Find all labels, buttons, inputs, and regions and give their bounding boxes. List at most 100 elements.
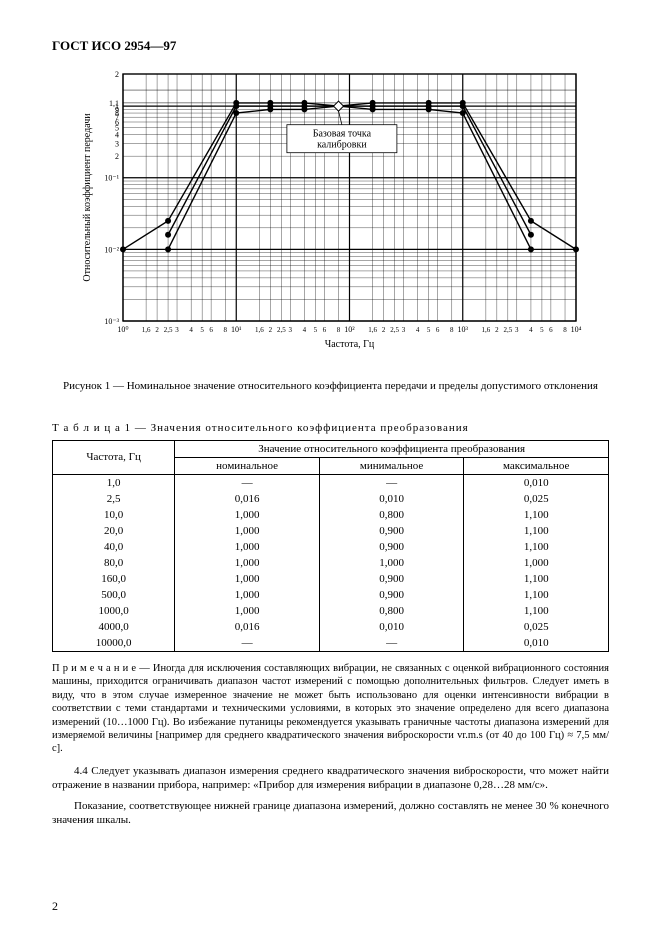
cell-value: 0,010: [319, 619, 464, 635]
note-paragraph: П р и м е ч а н и е — Иногда для исключе…: [52, 662, 609, 756]
cell-value: 0,900: [319, 571, 464, 587]
svg-text:5: 5: [427, 326, 431, 334]
svg-text:3: 3: [402, 326, 406, 334]
paragraph-4-4: 4.4 Следует указывать диапазон измерения…: [52, 764, 609, 793]
svg-text:2: 2: [495, 326, 499, 334]
svg-text:4: 4: [303, 326, 307, 334]
cell-value: 0,010: [464, 635, 609, 652]
svg-text:3: 3: [289, 326, 293, 334]
cell-value: 0,010: [464, 474, 609, 491]
cell-value: 1,000: [464, 555, 609, 571]
cell-value: 0,900: [319, 587, 464, 603]
cell-frequency: 40,0: [53, 539, 175, 555]
svg-text:Базовая точка: Базовая точка: [313, 129, 372, 140]
svg-text:2,5: 2,5: [390, 326, 399, 334]
table-row: 1,0——0,010: [53, 474, 609, 491]
svg-text:4: 4: [416, 326, 420, 334]
svg-text:10⁻¹: 10⁻¹: [104, 174, 119, 183]
cell-value: 0,025: [464, 491, 609, 507]
chart-figure: 21,119876543210⁻¹10⁻²10⁻³10⁰1,622,534568…: [78, 66, 583, 371]
cell-frequency: 2,5: [53, 491, 175, 507]
cell-value: —: [319, 474, 464, 491]
cell-frequency: 160,0: [53, 571, 175, 587]
svg-text:6: 6: [549, 326, 553, 334]
svg-text:8: 8: [450, 326, 454, 334]
cell-frequency: 500,0: [53, 587, 175, 603]
svg-text:5: 5: [540, 326, 544, 334]
svg-text:3: 3: [175, 326, 179, 334]
cell-value: —: [175, 635, 320, 652]
cell-value: 1,000: [175, 523, 320, 539]
svg-text:5: 5: [314, 326, 318, 334]
svg-text:8: 8: [337, 326, 341, 334]
svg-text:3: 3: [515, 326, 519, 334]
figure-caption: Рисунок 1 — Номинальное значение относит…: [52, 379, 609, 394]
th-min: минимальное: [319, 457, 464, 474]
svg-text:5: 5: [200, 326, 204, 334]
chart-svg: 21,119876543210⁻¹10⁻²10⁻³10⁰1,622,534568…: [78, 66, 583, 366]
table-row: 4000,00,0160,0100,025: [53, 619, 609, 635]
th-frequency: Частота, Гц: [53, 440, 175, 474]
cell-value: 1,000: [175, 507, 320, 523]
svg-text:10²: 10²: [344, 325, 355, 334]
th-group: Значение относительного коэффициента пре…: [175, 440, 609, 457]
svg-text:6: 6: [209, 326, 213, 334]
cell-value: 1,100: [464, 523, 609, 539]
svg-text:2,5: 2,5: [164, 326, 173, 334]
svg-text:Относительный коэффициент пере: Относительный коэффициент передачи: [82, 113, 93, 282]
svg-text:2: 2: [155, 326, 159, 334]
cell-value: 1,100: [464, 571, 609, 587]
table-row: 10000,0——0,010: [53, 635, 609, 652]
table-title: Т а б л и ц а 1 — Значения относительног…: [52, 422, 609, 434]
cell-frequency: 80,0: [53, 555, 175, 571]
svg-text:10⁻²: 10⁻²: [104, 245, 119, 254]
cell-value: 0,016: [175, 491, 320, 507]
cell-value: 0,900: [319, 539, 464, 555]
svg-text:2: 2: [269, 326, 273, 334]
svg-text:2,5: 2,5: [503, 326, 512, 334]
cell-value: 1,000: [175, 571, 320, 587]
cell-frequency: 10,0: [53, 507, 175, 523]
cell-frequency: 1,0: [53, 474, 175, 491]
table-row: 10,01,0000,8001,100: [53, 507, 609, 523]
cell-value: 1,000: [175, 603, 320, 619]
svg-text:6: 6: [323, 326, 327, 334]
cell-value: 0,010: [319, 491, 464, 507]
cell-value: 0,800: [319, 603, 464, 619]
cell-value: 1,000: [175, 587, 320, 603]
svg-text:1,6: 1,6: [481, 326, 490, 334]
cell-value: 0,900: [319, 523, 464, 539]
cell-value: 1,000: [175, 555, 320, 571]
svg-text:10⁴: 10⁴: [571, 325, 582, 334]
coefficients-table: Частота, Гц Значение относительного коэф…: [52, 440, 609, 652]
cell-value: 1,000: [319, 555, 464, 571]
doc-header: ГОСТ ИСО 2954—97: [52, 38, 609, 54]
cell-value: —: [175, 474, 320, 491]
table-row: 2,50,0160,0100,025: [53, 491, 609, 507]
cell-frequency: 10000,0: [53, 635, 175, 652]
svg-text:1,6: 1,6: [255, 326, 264, 334]
svg-text:1,6: 1,6: [368, 326, 377, 334]
cell-value: 1,100: [464, 603, 609, 619]
table-row: 500,01,0000,9001,100: [53, 587, 609, 603]
svg-text:8: 8: [563, 326, 567, 334]
svg-text:2,5: 2,5: [277, 326, 286, 334]
table-row: 160,01,0000,9001,100: [53, 571, 609, 587]
cell-frequency: 4000,0: [53, 619, 175, 635]
svg-text:4: 4: [529, 326, 533, 334]
cell-value: 1,100: [464, 507, 609, 523]
cell-value: 1,100: [464, 587, 609, 603]
cell-value: 0,800: [319, 507, 464, 523]
th-nominal: номинальное: [175, 457, 320, 474]
cell-value: —: [319, 635, 464, 652]
table-row: 20,01,0000,9001,100: [53, 523, 609, 539]
table-row: 80,01,0001,0001,000: [53, 555, 609, 571]
table-body: 1,0——0,0102,50,0160,0100,02510,01,0000,8…: [53, 474, 609, 651]
svg-text:4: 4: [115, 131, 119, 140]
cell-value: 1,100: [464, 539, 609, 555]
svg-text:2: 2: [382, 326, 386, 334]
cell-value: 0,025: [464, 619, 609, 635]
paragraph-reading: Показание, соответствующее нижней границ…: [52, 799, 609, 828]
svg-text:6: 6: [436, 326, 440, 334]
table-row: 1000,01,0000,8001,100: [53, 603, 609, 619]
